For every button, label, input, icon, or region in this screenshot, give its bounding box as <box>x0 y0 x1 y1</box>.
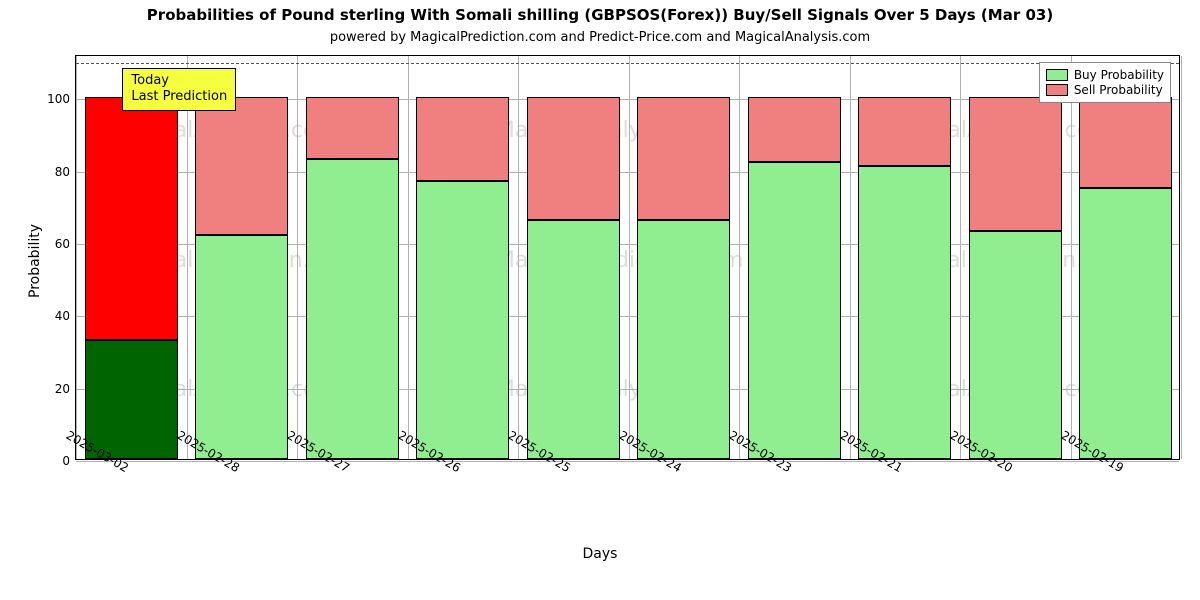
buy-bar <box>416 181 509 459</box>
buy-bar <box>527 220 620 459</box>
x-gridline <box>1181 56 1182 459</box>
y-tick-label: 0 <box>62 454 70 468</box>
bar-group <box>195 97 288 459</box>
buy-bar <box>1079 188 1172 459</box>
legend: Buy ProbabilitySell Probability <box>1039 62 1171 103</box>
sell-bar <box>969 97 1062 231</box>
bar-group <box>416 97 509 459</box>
y-tick-label: 40 <box>55 309 70 323</box>
sell-bar <box>748 97 841 162</box>
x-gridline <box>850 56 851 459</box>
bar-group <box>969 97 1062 459</box>
plot-area: MagicalAnalysis.comMagicalAnalysis.comMa… <box>75 55 1180 460</box>
legend-swatch <box>1046 69 1068 81</box>
reference-dashed-line <box>76 63 1179 64</box>
sell-bar <box>416 97 509 180</box>
x-gridline <box>739 56 740 459</box>
bar-group <box>858 97 951 459</box>
sell-bar <box>195 97 288 234</box>
x-gridline <box>1071 56 1072 459</box>
x-gridline <box>408 56 409 459</box>
bar-group <box>527 97 620 459</box>
bar-group <box>637 97 730 459</box>
sell-bar <box>85 97 178 339</box>
chart-title: Probabilities of Pound sterling With Som… <box>0 6 1200 24</box>
sell-bar <box>306 97 399 158</box>
x-axis-label: Days <box>0 546 1200 562</box>
buy-bar <box>858 166 951 459</box>
y-tick-label: 80 <box>55 165 70 179</box>
x-gridline <box>297 56 298 459</box>
sell-bar <box>637 97 730 220</box>
buy-bar <box>85 340 178 459</box>
today-annotation: TodayLast Prediction <box>122 68 236 111</box>
sell-bar <box>858 97 951 166</box>
x-gridline <box>518 56 519 459</box>
x-gridline <box>187 56 188 459</box>
legend-label: Buy Probability <box>1074 68 1164 82</box>
annotation-line1: Today <box>131 73 227 89</box>
x-gridline <box>960 56 961 459</box>
y-tick-label: 20 <box>55 382 70 396</box>
y-axis-label: Probability <box>27 223 43 297</box>
legend-swatch <box>1046 84 1068 96</box>
buy-bar <box>637 220 730 459</box>
annotation-line2: Last Prediction <box>131 89 227 105</box>
bar-group <box>85 97 178 459</box>
legend-item-sell: Sell Probability <box>1046 83 1164 97</box>
chart-subtitle: powered by MagicalPrediction.com and Pre… <box>0 30 1200 45</box>
chart-container: Probabilities of Pound sterling With Som… <box>0 0 1200 600</box>
buy-bar <box>195 235 288 459</box>
buy-bar <box>306 159 399 459</box>
buy-bar <box>748 162 841 459</box>
legend-item-buy: Buy Probability <box>1046 68 1164 82</box>
legend-label: Sell Probability <box>1074 83 1163 97</box>
y-tick-label: 100 <box>47 92 70 106</box>
sell-bar <box>1079 97 1172 187</box>
y-tick-label: 60 <box>55 237 70 251</box>
buy-bar <box>969 231 1062 459</box>
bar-group <box>306 97 399 459</box>
bar-group <box>748 97 841 459</box>
x-gridline <box>629 56 630 459</box>
x-gridline <box>76 56 77 459</box>
bar-group <box>1079 97 1172 459</box>
sell-bar <box>527 97 620 220</box>
